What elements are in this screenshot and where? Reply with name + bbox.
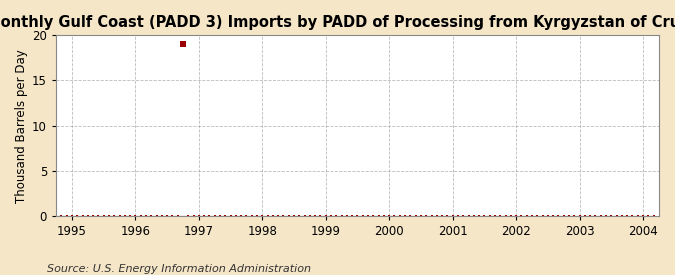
- Text: Source: U.S. Energy Information Administration: Source: U.S. Energy Information Administ…: [47, 264, 311, 274]
- Y-axis label: Thousand Barrels per Day: Thousand Barrels per Day: [15, 49, 28, 202]
- Title: Monthly Gulf Coast (PADD 3) Imports by PADD of Processing from Kyrgyzstan of Cru: Monthly Gulf Coast (PADD 3) Imports by P…: [0, 15, 675, 30]
